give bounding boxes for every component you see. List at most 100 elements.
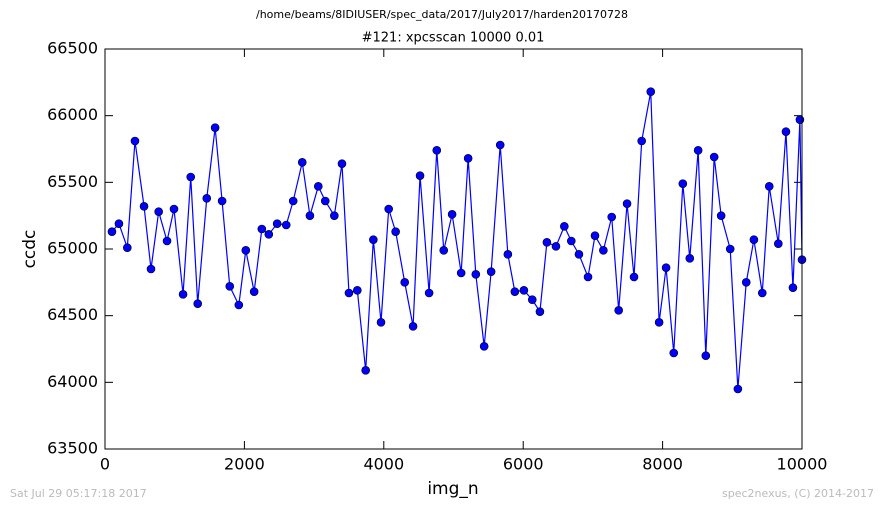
data-point [257, 224, 267, 234]
x-tick-label: 0 [100, 455, 110, 474]
y-tick-label: 66500 [47, 39, 98, 58]
data-point [369, 235, 378, 244]
data-point [186, 172, 196, 182]
data-point [217, 196, 227, 206]
data-point [447, 210, 457, 219]
x-tick-label: 10000 [777, 455, 828, 474]
x-tick-label: 8000 [642, 455, 683, 474]
data-point [361, 366, 370, 375]
data-point [701, 351, 711, 360]
chart-title: #121: xpcsscan 10000 0.01 [362, 31, 545, 46]
data-point [661, 263, 671, 272]
footer-right: spec2nexus, (C) 2014-2017 [722, 487, 874, 500]
data-point [337, 159, 347, 168]
data-point [432, 146, 442, 155]
data-point [654, 318, 664, 327]
data-point [146, 264, 156, 274]
data-point [629, 272, 639, 282]
data-point [114, 219, 124, 228]
data-point [439, 246, 449, 255]
data-point [637, 136, 646, 146]
data-point [535, 307, 545, 316]
data-point [264, 230, 274, 239]
data-point [400, 278, 410, 287]
data-point [162, 236, 172, 246]
data-point [757, 288, 767, 298]
data-point [764, 182, 774, 191]
data-point [313, 182, 323, 191]
data-point [795, 115, 805, 124]
data-point [391, 227, 400, 236]
data-point [241, 246, 251, 255]
data-point [225, 282, 235, 291]
data-point [456, 268, 466, 278]
data-point [583, 272, 593, 282]
data-point [503, 250, 513, 259]
data-point [193, 299, 203, 308]
data-point [178, 290, 188, 299]
data-point [733, 384, 743, 394]
data-point [288, 196, 298, 206]
data-point [297, 158, 307, 167]
data-point [590, 231, 600, 240]
data-point [749, 235, 759, 244]
data-point [107, 227, 117, 236]
y-tick-label: 65500 [47, 172, 98, 191]
data-point [774, 239, 783, 248]
data-point [607, 212, 617, 222]
x-tick-label: 6000 [503, 455, 544, 474]
footer-left: Sat Jul 29 05:17:18 2017 [10, 487, 147, 500]
data-point [154, 207, 163, 216]
data-point [281, 220, 291, 230]
data-point [788, 283, 798, 292]
data-point [622, 199, 632, 208]
data-point [376, 318, 386, 327]
data-point [202, 194, 212, 203]
data-point [210, 123, 220, 132]
data-point [384, 204, 393, 214]
data-point [542, 238, 552, 247]
data-point [344, 288, 354, 298]
data-point [685, 254, 695, 263]
data-point [693, 146, 703, 155]
data-point [551, 242, 561, 251]
suptitle: /home/beams/8IDIUSER/spec_data/2017/July… [256, 8, 628, 21]
data-point [463, 154, 473, 163]
data-point [139, 202, 149, 211]
x-axis-label: img_n [427, 479, 478, 499]
data-point [169, 204, 179, 214]
y-tick-label: 66000 [47, 105, 98, 124]
data-point [527, 295, 537, 304]
data-point [599, 246, 608, 255]
y-tick-label: 65000 [47, 239, 98, 258]
y-tick-label: 63500 [47, 439, 98, 458]
data-point [741, 278, 751, 287]
data-point [614, 306, 623, 315]
data-point [725, 244, 735, 254]
data-point [574, 250, 584, 259]
data-point [320, 196, 330, 206]
data-point [560, 222, 569, 231]
data-point [646, 87, 656, 96]
data-point [353, 286, 362, 295]
data-point [249, 287, 259, 296]
data-point [123, 243, 132, 252]
data-point [305, 211, 315, 220]
data-point [408, 322, 418, 331]
data-point [669, 348, 679, 358]
data-point [709, 152, 719, 162]
data-point [415, 171, 425, 180]
data-point [566, 236, 576, 246]
data-point [716, 211, 726, 220]
y-tick-label: 64000 [47, 372, 98, 391]
x-tick-label: 2000 [224, 455, 265, 474]
y-tick-label: 64500 [47, 305, 98, 324]
data-point [479, 342, 489, 351]
data-point [519, 286, 529, 295]
data-point [471, 270, 481, 279]
y-axis-label: ccdc [20, 230, 40, 269]
x-tick-label: 4000 [363, 455, 404, 474]
data-point [234, 300, 244, 310]
